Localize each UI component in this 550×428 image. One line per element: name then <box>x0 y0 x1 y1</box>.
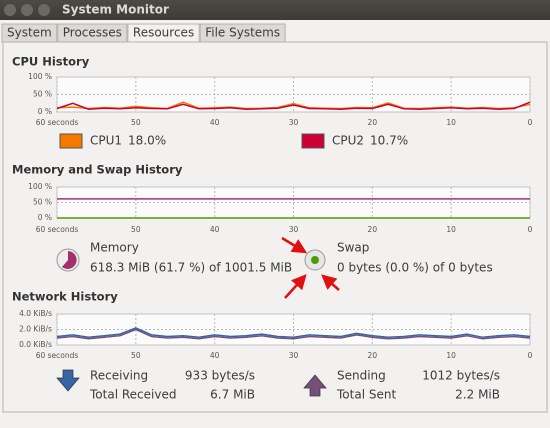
rate-readout: 1012 bytes/s <box>422 369 500 383</box>
network-icon <box>56 369 80 392</box>
tab-label: File Systems <box>205 26 280 40</box>
y-tick-label: 0.0 KiB/s <box>19 340 52 349</box>
y-tick-label: 100 % <box>28 72 52 81</box>
close-button[interactable] <box>4 4 16 16</box>
x-tick-label: 60 seconds <box>36 351 79 360</box>
tab-label: Resources <box>133 26 194 40</box>
legend-label: Memory <box>90 241 139 255</box>
x-tick-label: 60 seconds <box>36 225 79 234</box>
x-tick-label: 20 <box>368 225 378 234</box>
legend-label: Swap <box>337 241 369 255</box>
x-tick-label: 10 <box>446 225 456 234</box>
tab-background <box>199 23 286 43</box>
section-title: CPU History <box>12 55 90 69</box>
total-readout: 2.2 MiB <box>455 388 500 402</box>
y-tick-label: 4.0 KiB/s <box>19 309 52 318</box>
legend-swatch <box>59 133 83 149</box>
window-title: System Monitor <box>62 3 169 17</box>
memory-icon-fill <box>62 251 77 269</box>
annotation-arrow <box>281 236 308 254</box>
title-bar <box>0 0 550 20</box>
y-tick-label: 100 % <box>28 182 52 191</box>
legend-label: CPU2 <box>332 134 364 148</box>
y-tick-label: 2.0 KiB/s <box>19 325 52 334</box>
tab[interactable]: Resources <box>127 23 200 43</box>
total-label: Total Received <box>89 388 176 402</box>
x-tick-label: 0 <box>528 225 533 234</box>
x-tick-label: 20 <box>368 351 378 360</box>
tab-label: System <box>7 26 52 40</box>
annotation-arrow <box>284 274 307 299</box>
tab-background <box>1 23 58 43</box>
legend-readout: 0 bytes (0.0 %) of 0 bytes <box>337 261 493 275</box>
tab-background <box>57 23 128 43</box>
y-tick-label: 50 % <box>33 198 52 207</box>
annotation-arrow <box>321 274 340 291</box>
series-line <box>56 101 531 110</box>
x-tick-label: 40 <box>210 118 220 127</box>
legend-readout: 618.3 MiB (61.7 %) of 1001.5 MiB <box>90 261 292 275</box>
annotation-arrows <box>281 236 340 299</box>
x-tick-label: 0 <box>528 351 533 360</box>
x-tick-label: 50 <box>131 351 141 360</box>
y-tick-label: 0 % <box>38 213 52 222</box>
x-tick-label: 60 seconds <box>36 118 79 127</box>
legend-label: CPU1 <box>90 134 122 148</box>
x-tick-label: 40 <box>210 351 220 360</box>
x-tick-label: 10 <box>446 118 456 127</box>
legend-readout: 18.0% <box>128 134 166 148</box>
x-tick-label: 10 <box>446 351 456 360</box>
legend-readout: 10.7% <box>370 134 408 148</box>
section-title: Network History <box>12 290 118 304</box>
maximize-button[interactable] <box>38 4 50 16</box>
swap-icon-dot <box>311 256 319 264</box>
legend-label: Receiving <box>90 369 148 383</box>
x-tick-label: 30 <box>289 118 299 127</box>
network-icon <box>303 374 327 397</box>
y-tick-label: 50 % <box>33 90 52 99</box>
tab[interactable]: System <box>1 23 58 43</box>
x-tick-label: 40 <box>210 225 220 234</box>
minimize-button[interactable] <box>21 4 33 16</box>
x-tick-label: 0 <box>528 118 533 127</box>
rate-readout: 933 bytes/s <box>185 369 255 383</box>
tab-bar: System Processes Resources File Systems <box>1 23 286 43</box>
tab[interactable]: File Systems <box>199 23 286 43</box>
series-line <box>56 327 531 339</box>
total-readout: 6.7 MiB <box>210 388 255 402</box>
x-tick-label: 30 <box>289 225 299 234</box>
x-tick-label: 50 <box>131 225 141 234</box>
x-tick-label: 20 <box>368 118 378 127</box>
x-tick-label: 50 <box>131 118 141 127</box>
x-tick-label: 30 <box>289 351 299 360</box>
tab[interactable]: Processes <box>57 23 128 43</box>
tab-label: Processes <box>63 26 122 40</box>
y-tick-label: 0 % <box>38 107 52 116</box>
section-title: Memory and Swap History <box>12 163 183 177</box>
tab-background <box>127 23 200 43</box>
series-line <box>56 328 531 340</box>
legend-label: Sending <box>337 369 386 383</box>
legend-swatch <box>301 133 325 149</box>
total-label: Total Sent <box>336 388 396 402</box>
